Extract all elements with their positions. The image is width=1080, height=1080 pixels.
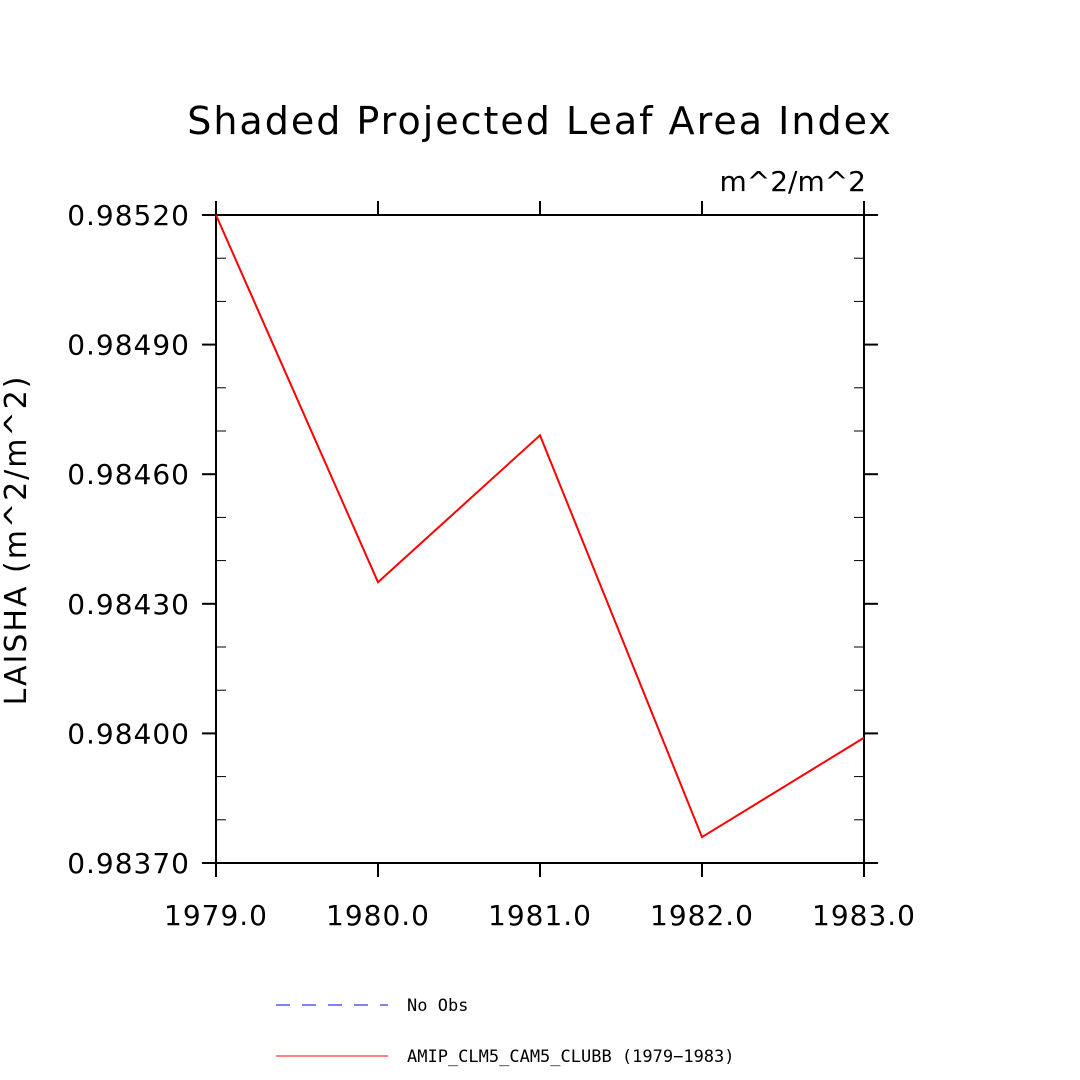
plot-frame (215, 214, 865, 864)
y-axis: 0.98370 0.98400 0.98430 0.98460 0.98490 0.985… (67, 199, 878, 880)
y-tick-label: 0.98520 (67, 199, 190, 232)
x-tick-label: 1981.0 (488, 899, 592, 932)
legend-label-no-obs: No Obs (407, 996, 468, 1016)
y-tick-label: 0.98370 (67, 847, 190, 880)
series-line-0 (215, 214, 865, 839)
y-tick-label: 0.98460 (67, 458, 190, 491)
y-tick-label: 0.98490 (67, 329, 190, 362)
legend-label-amip: AMIP_CLM5_CAM5_CLUBB (1979−1983) (407, 1047, 735, 1067)
x-tick-label: 1982.0 (650, 899, 754, 932)
chart-title: Shaded Projected Leaf Area Index (187, 99, 893, 143)
series-layer (215, 214, 865, 839)
legend: No Obs AMIP_CLM5_CAM5_CLUBB (1979−1983) (276, 996, 735, 1067)
x-axis: 1979.0 1980.0 1981.0 1982.0 1983.0 (164, 201, 916, 932)
y-axis-label: LAISHA (m^2/m^2) (0, 375, 34, 706)
y-tick-label: 0.98430 (67, 588, 190, 621)
y-tick-label: 0.98400 (67, 717, 190, 750)
x-tick-label: 1980.0 (326, 899, 430, 932)
x-tick-label: 1979.0 (164, 899, 268, 932)
chart-units: m^2/m^2 (719, 165, 866, 198)
x-tick-label: 1983.0 (812, 899, 916, 932)
